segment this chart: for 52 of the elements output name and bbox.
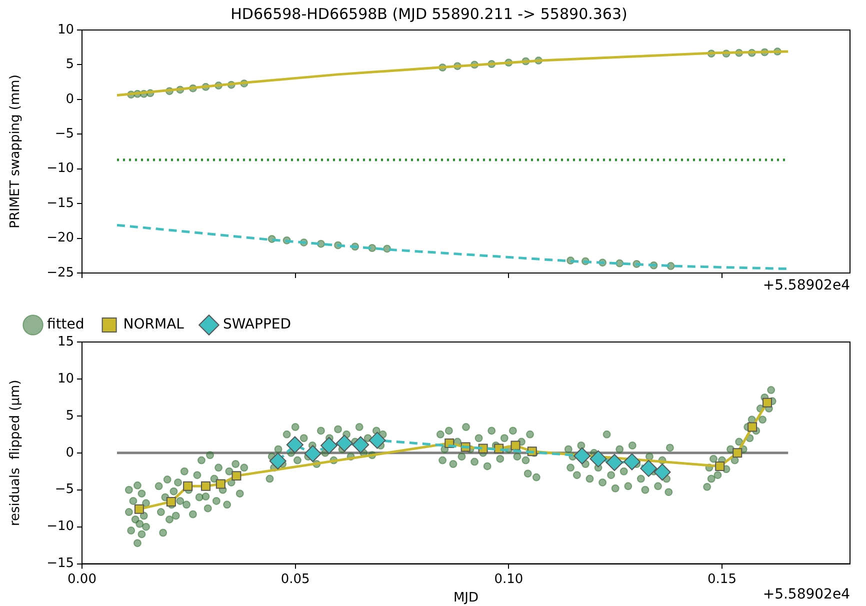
point (748, 422, 758, 432)
point (368, 432, 386, 449)
chart-title: HD66598-HD66598B (MJD 55890.211 -> 55890.363) (230, 4, 628, 23)
y-axis-title: residuals flipped (μm) (8, 380, 24, 526)
y-tick-label: 0 (66, 445, 74, 460)
y-axis-title: PRIMET swapping (mm) (8, 74, 24, 228)
point (200, 481, 210, 491)
point (304, 445, 322, 462)
point (166, 496, 176, 506)
y-tick-label: −15 (46, 556, 74, 572)
y-tick-label: −25 (46, 265, 74, 280)
point (590, 450, 607, 468)
point (336, 434, 353, 452)
text: +5.58902e4 (762, 586, 850, 602)
point (762, 398, 772, 408)
point (623, 453, 640, 470)
y-tick-label: 0 (66, 92, 74, 107)
point (606, 454, 623, 472)
x-tick-label: 0.05 (280, 572, 310, 587)
point (232, 471, 242, 481)
legend-label: fitted (47, 316, 84, 333)
legend-label: SWAPPED (222, 316, 292, 333)
y-tick-label: 5 (66, 57, 74, 72)
y-tick-label: −5 (54, 482, 74, 498)
point (715, 461, 725, 471)
point (286, 436, 304, 454)
point (574, 447, 591, 464)
point (134, 504, 144, 514)
x-axis-title: MJD (453, 590, 479, 606)
y-tick-label: −10 (46, 161, 74, 176)
y-tick-label: −5 (54, 126, 74, 142)
point (352, 436, 370, 454)
point (269, 452, 286, 470)
y-tick-label: −10 (46, 519, 74, 534)
point (183, 481, 193, 491)
point (640, 460, 658, 477)
x-tick-label: 0.10 (494, 572, 524, 587)
y-tick-label: 10 (57, 371, 74, 386)
y-tick-label: 10 (57, 22, 74, 38)
point (216, 479, 226, 489)
point (654, 464, 671, 481)
y-tick-label: 5 (66, 408, 74, 424)
point (320, 437, 338, 454)
x-tick-label: 0.00 (68, 572, 96, 587)
line-series (116, 224, 790, 270)
text: +5.58902e4 (762, 278, 850, 294)
y-tick-label: 15 (57, 334, 74, 350)
point (732, 448, 742, 458)
y-tick-label: −20 (46, 230, 74, 246)
y-tick-label: −15 (46, 196, 74, 211)
legend-label: NORMAL (123, 316, 184, 333)
x-tick-label: 0.15 (708, 572, 736, 587)
